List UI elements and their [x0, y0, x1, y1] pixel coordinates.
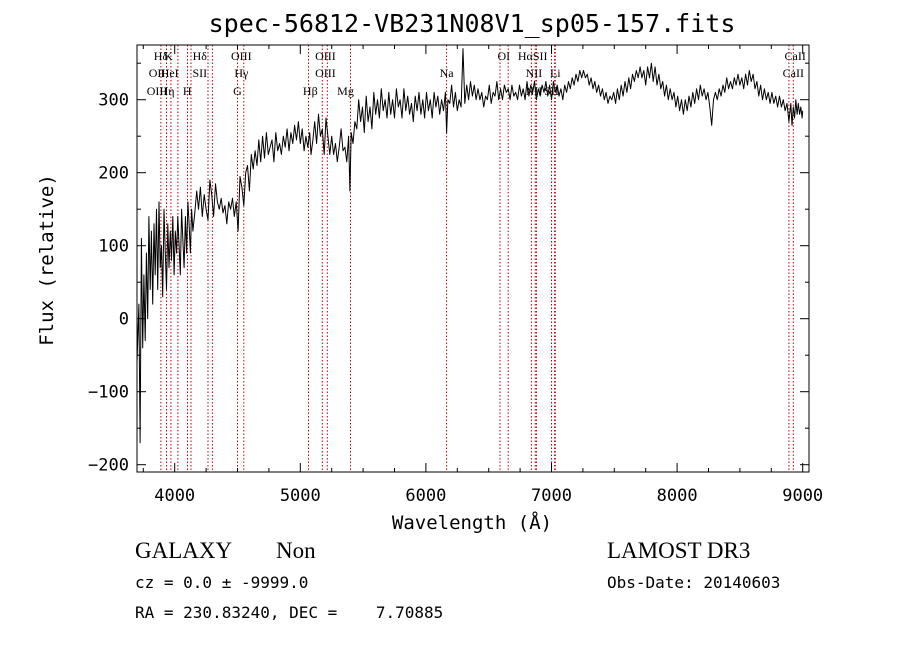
spectral-line-label: CaII [785, 49, 806, 63]
spectral-line-label: OII [149, 66, 166, 80]
y-tick-label: 300 [98, 91, 129, 111]
plot-frame [136, 44, 810, 473]
class-label: GALAXY [135, 538, 233, 563]
spectral-line-label: Na [440, 66, 455, 80]
spectral-line-label: NII [526, 66, 543, 80]
spectral-line-label: NII [526, 84, 543, 98]
x-axis-label: Wavelength (Å) [392, 511, 552, 534]
x-tick-label: 7000 [531, 486, 572, 506]
y-axis-ticks: −200 −100 0 100 200 300 [88, 62, 809, 476]
coordinates-info: RA = 230.83240, DEC = 7.70885 [135, 603, 444, 622]
spectral-line-label: G [233, 84, 242, 98]
x-tick-label: 4000 [154, 486, 195, 506]
spectrum-line-0 [136, 48, 804, 444]
spectral-line-label: Hβ [303, 84, 318, 98]
chart-title: spec-56812-VB231N08V1_sp05-157.fits [209, 9, 736, 38]
spectral-line-label: OIII [231, 49, 252, 63]
y-tick-label: −100 [88, 383, 129, 403]
spectral-line-label: HαSII [518, 49, 548, 63]
survey-label: LAMOST DR3 [607, 538, 751, 563]
obs-date-info: Obs-Date: 20140603 [607, 573, 781, 592]
subclass-label: Non [276, 538, 316, 563]
spectral-line-label: Hη [160, 84, 175, 98]
spectral-line-label: K [164, 49, 173, 63]
y-tick-label: 100 [98, 237, 129, 257]
spectral-line-label: CaII [783, 66, 804, 80]
spectral-line-label: Hγ [234, 66, 249, 80]
spectral-line-label: SII [544, 84, 559, 98]
spectral-line-label: HeI [161, 66, 179, 80]
spectral-line-label: H [183, 84, 192, 98]
y-tick-label: 0 [119, 310, 129, 330]
spectral-line-label: Hδ [154, 49, 169, 63]
spectral-line-label: SII [192, 66, 207, 80]
spectral-line-label: Mg [337, 84, 354, 98]
spectral-line-label: Li [550, 66, 561, 80]
spectral-line-label: OIII [315, 66, 336, 80]
y-axis-label: Flux (relative) [36, 174, 58, 346]
x-tick-label: 5000 [280, 486, 321, 506]
spectrum-series-layer [136, 48, 804, 444]
line-marker-layer [160, 45, 794, 472]
spectral-line-label: OIII [315, 49, 336, 63]
x-tick-label: 9000 [782, 486, 823, 506]
spectral-line-label: OIII [147, 84, 168, 98]
x-tick-label: 6000 [405, 486, 446, 506]
y-tick-label: −200 [88, 456, 129, 476]
redshift-info: cz = 0.0 ± -9999.0 [135, 573, 309, 592]
x-tick-label: 8000 [657, 486, 698, 506]
y-tick-label: 200 [98, 164, 129, 184]
x-axis-ticks: 4000 5000 6000 7000 8000 9000 [142, 45, 823, 506]
spectral-line-label: OI [497, 49, 510, 63]
spectral-line-label: Hδ [193, 49, 208, 63]
